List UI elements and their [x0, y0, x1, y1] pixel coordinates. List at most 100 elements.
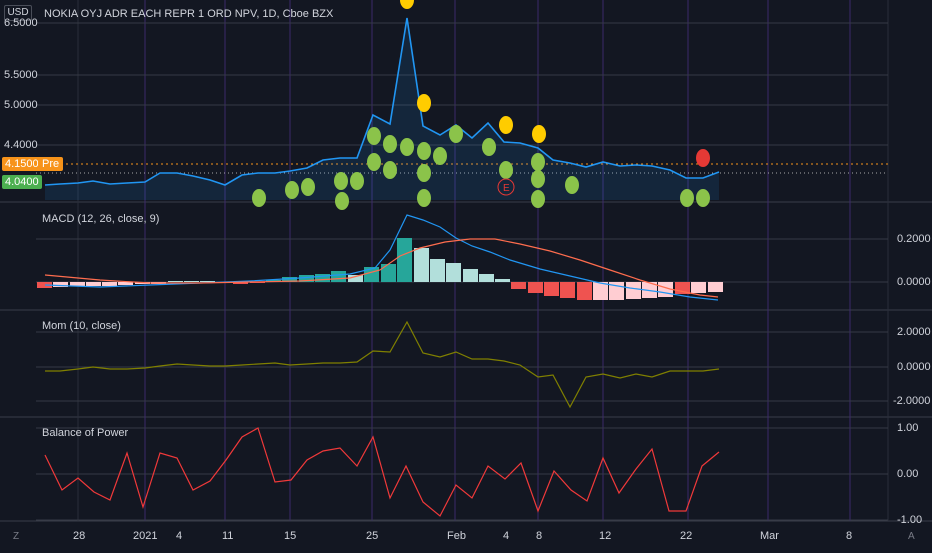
- macd-histogram-bar: [463, 269, 478, 282]
- auto-scale-button[interactable]: A: [908, 531, 915, 542]
- pre-market-badge: Pre: [38, 157, 64, 171]
- macd-histogram-bar: [315, 274, 330, 282]
- momentum-line: [45, 320, 720, 409]
- x-label-2021: 2021: [133, 530, 158, 542]
- macd-histogram-bar: [479, 274, 494, 282]
- x-label-4a: 4: [176, 530, 183, 542]
- x-label-8b: 8: [846, 530, 853, 542]
- bop-label[interactable]: Balance of Power: [42, 427, 129, 439]
- signal-dot-green: [367, 127, 381, 145]
- macd-histogram-bar: [118, 282, 133, 285]
- signal-dot-green: [531, 190, 545, 208]
- macd-histogram-bar: [691, 282, 706, 293]
- macd-histogram-bar: [511, 282, 526, 289]
- macd-histogram-bar: [37, 282, 52, 288]
- macd-histogram-bar: [414, 248, 429, 282]
- price-tick-5.5: 5.5000: [4, 69, 38, 81]
- mom-tick-neg2: -2.0000: [893, 395, 931, 407]
- x-label-25: 25: [366, 530, 379, 542]
- x-label-11: 11: [222, 530, 234, 542]
- signal-dot-green: [335, 192, 349, 210]
- mom-tick-0: 0.0000: [897, 361, 931, 373]
- earnings-marker-text: E: [503, 183, 510, 194]
- signal-dot-green: [417, 164, 431, 182]
- signal-dot-yellow: [417, 94, 431, 112]
- price-tick-4.4: 4.4000: [4, 139, 38, 151]
- signal-dot-red: [696, 149, 710, 167]
- macd-histogram-bar: [593, 282, 608, 300]
- signal-dot-green: [531, 153, 545, 171]
- macd-histogram-bar: [299, 275, 314, 282]
- price-tick-5.0: 5.0000: [4, 99, 38, 111]
- signal-dot-green: [367, 153, 381, 171]
- macd-histogram-bar: [168, 281, 183, 282]
- macd-tick-0: 0.0000: [897, 276, 931, 288]
- mom-label[interactable]: Mom (10, close): [42, 320, 121, 332]
- signal-dot-green: [449, 125, 463, 143]
- signal-dot-yellow: [400, 0, 414, 9]
- timezone-icon[interactable]: Z: [13, 531, 20, 542]
- x-label-28: 28: [73, 530, 86, 542]
- signal-dot-green: [417, 142, 431, 160]
- signal-dot-green: [400, 138, 414, 156]
- signal-dot-yellow: [499, 116, 513, 134]
- signal-dot-green: [383, 161, 397, 179]
- price-line: [44, 17, 720, 186]
- macd-histogram-bar: [331, 271, 346, 282]
- signal-dot-green: [383, 135, 397, 153]
- signal-dot-green: [696, 189, 710, 207]
- x-label-15: 15: [284, 530, 297, 542]
- signal-dot-green: [482, 138, 496, 156]
- macd-histogram-bar: [495, 279, 510, 282]
- price-tick-6.5: 6.5000: [4, 17, 38, 29]
- macd-line: [44, 214, 719, 301]
- macd-histogram-bar: [446, 263, 461, 282]
- macd-histogram-bar: [577, 282, 592, 300]
- bop-tick-neg1: -1.00: [897, 514, 923, 526]
- x-label-8a: 8: [536, 530, 543, 542]
- signal-dot-green: [499, 161, 513, 179]
- signal-dot-green: [680, 189, 694, 207]
- macd-histogram-bar: [708, 282, 723, 292]
- price-area: [45, 18, 719, 200]
- macd-histogram-bar: [250, 282, 265, 283]
- signal-dot-green: [334, 172, 348, 190]
- mom-tick-2: 2.0000: [897, 326, 931, 338]
- macd-histogram-bar: [184, 281, 199, 282]
- macd-histogram-bar: [282, 277, 297, 282]
- macd-label[interactable]: MACD (12, 26, close, 9): [42, 213, 160, 225]
- macd-histogram-bar: [528, 282, 543, 293]
- macd-histogram-bar: [560, 282, 575, 298]
- macd-histogram-bar: [348, 275, 363, 282]
- last-price-label: 4.0400: [2, 175, 42, 189]
- macd-histogram-bar: [233, 282, 248, 284]
- macd-histogram-bar: [626, 282, 641, 299]
- macd-histogram-bar: [397, 238, 412, 282]
- signal-dot-green: [565, 176, 579, 194]
- macd-histogram-bar: [70, 282, 85, 286]
- signal-dot-yellow: [532, 125, 546, 143]
- symbol-title: NOKIA OYJ ADR EACH REPR 1 ORD NPV, 1D, C…: [44, 8, 334, 20]
- macd-histogram-bar: [200, 281, 215, 282]
- bop-tick-0: 0.00: [897, 468, 919, 480]
- current-price-label: 4.1500: [2, 157, 42, 171]
- macd-tick-0.2: 0.2000: [897, 233, 931, 245]
- signal-dot-green: [252, 189, 266, 207]
- macd-histogram-bar: [86, 282, 101, 286]
- macd-histogram-bar: [381, 264, 396, 282]
- x-label-12: 12: [599, 530, 612, 542]
- signal-dot-green: [531, 170, 545, 188]
- earnings-marker-icon: [497, 178, 515, 196]
- x-label-mar: Mar: [760, 530, 779, 542]
- signal-dot-green: [285, 181, 299, 199]
- signal-dot-green: [301, 178, 315, 196]
- macd-histogram-bar: [430, 259, 445, 282]
- x-label-22: 22: [680, 530, 693, 542]
- signal-dot-green: [350, 172, 364, 190]
- currency-button[interactable]: USD: [4, 5, 32, 21]
- macd-signal-line: [44, 238, 719, 298]
- signal-dot-green: [433, 147, 447, 165]
- macd-histogram-bar: [102, 282, 117, 286]
